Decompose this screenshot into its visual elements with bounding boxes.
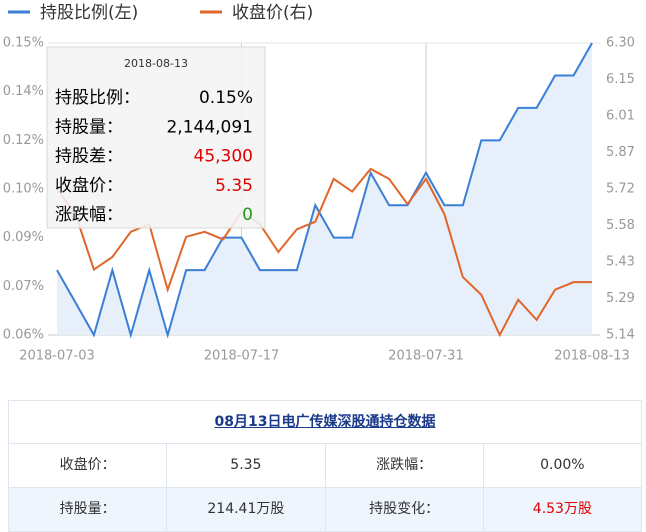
- x-tick-label: 2018-07-17: [204, 349, 280, 364]
- y2-tick-label: 5.58: [606, 218, 635, 233]
- tooltip-box: [46, 46, 266, 229]
- x-tick-label: 2018-08-13: [554, 349, 630, 364]
- tooltip-label: 持股比例：: [55, 88, 140, 108]
- table-cell: 收盘价：: [9, 444, 168, 487]
- y2-tick-label: 5.14: [606, 328, 635, 343]
- table-cell: 持股量：: [9, 488, 168, 531]
- y-tick-label: 0.07%: [3, 279, 44, 294]
- table-body: 收盘价： 5.35 涨跌幅： 0.00% 持股量： 214.41万股 持股变化： 4.53万股: [9, 444, 641, 531]
- chart: 0.06% 0.07% 0.09% 0.10% 0.12% 0.14% 0.15% 5.14 5…: [3, 3, 635, 364]
- table-cell: 涨跌幅：: [326, 444, 484, 487]
- y-tick-label: 0.14%: [3, 84, 44, 99]
- tooltip-value: 2,144,091: [166, 117, 253, 137]
- y2-tick-label: 6.30: [606, 36, 635, 51]
- y2-tick-label: 5.29: [606, 291, 635, 306]
- table-cell: 214.41万股: [167, 488, 326, 531]
- legend-label: 持股比例(左): [40, 3, 138, 23]
- tooltip-value: 5.35: [215, 176, 253, 196]
- tooltip-value: 0.15%: [199, 88, 253, 108]
- table-title: 08月13日电广传媒深股通持仓数据: [9, 401, 641, 444]
- table: 08月13日电广传媒深股通持仓数据 收盘价： 5.35 涨跌幅： 0.00% 持股量： 2…: [8, 400, 642, 532]
- y2-tick-label: 5.87: [606, 145, 635, 160]
- tooltip-label: 持股差：: [55, 147, 123, 167]
- y2-tick-label: 6.01: [606, 109, 635, 124]
- y2-tick-label: 5.43: [606, 255, 635, 270]
- legend-label: 收盘价(右): [232, 3, 313, 23]
- x-tick-label: 2018-07-31: [388, 349, 464, 364]
- tooltip-value: 45,300: [194, 147, 253, 167]
- tooltip-label: 涨跌幅：: [55, 205, 123, 225]
- y2-tick-label: 5.72: [606, 182, 635, 197]
- table-cell: 5.35: [167, 444, 326, 487]
- table-row: 收盘价： 5.35 涨跌幅： 0.00%: [9, 444, 641, 487]
- y2-tick-label: 6.15: [606, 72, 635, 87]
- tooltip-label: 持股量：: [55, 117, 123, 137]
- y-tick-label: 0.12%: [3, 133, 44, 148]
- y-tick-label: 0.09%: [3, 230, 44, 245]
- x-tick-label: 2018-07-03: [19, 349, 95, 364]
- table-cell: 持股变化：: [326, 488, 484, 531]
- tooltip-date: 2018-08-13: [124, 57, 188, 70]
- line: [56, 42, 593, 339]
- y-tick-label: 0.06%: [3, 328, 44, 343]
- table-cell: 0.00%: [540, 457, 585, 473]
- table-row: 持股量： 214.41万股 持股变化： 4.53万股: [9, 487, 641, 531]
- tooltip-value: 0: [242, 205, 253, 225]
- y-tick-label: 0.10%: [3, 182, 44, 197]
- table-cell: 4.53万股: [532, 501, 592, 517]
- tooltip-label: 收盘价：: [55, 176, 123, 196]
- y-tick-label: 0.15%: [3, 36, 44, 51]
